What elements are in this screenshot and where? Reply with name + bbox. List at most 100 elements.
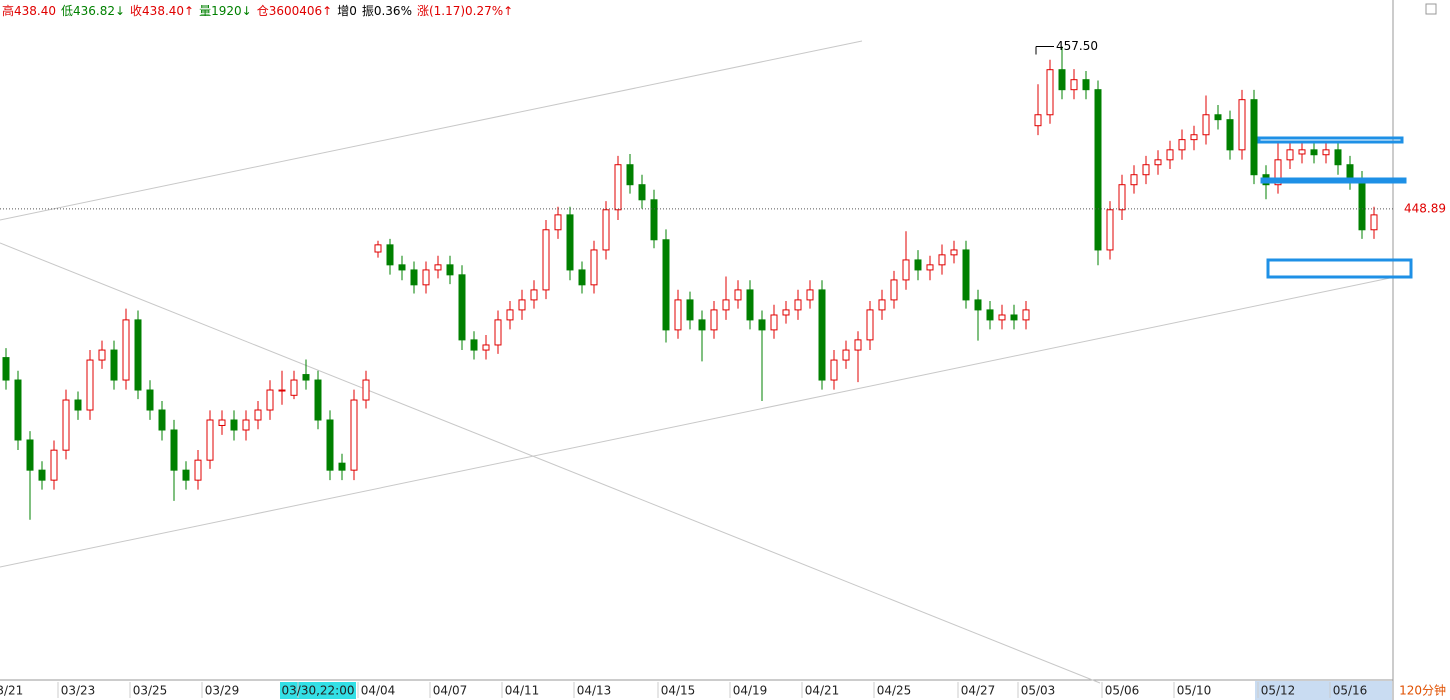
candle-body	[350, 399, 358, 471]
x-tick-label: 03/25	[133, 684, 168, 698]
x-tick-label: 03/23	[61, 684, 96, 698]
candle-body	[662, 239, 670, 331]
candle-body	[626, 164, 634, 186]
candle-body	[326, 419, 334, 471]
candle-body	[1058, 69, 1066, 91]
candle-body	[830, 359, 838, 381]
candle-body	[542, 229, 550, 291]
candle-body	[194, 459, 202, 481]
candle-body	[1226, 119, 1234, 151]
x-tick-label: 04/07	[433, 684, 468, 698]
candle-body	[1166, 149, 1174, 161]
candle-body	[146, 389, 154, 411]
candle-body	[914, 259, 922, 271]
last-price-label: 448.89	[1404, 201, 1446, 215]
window-button[interactable]	[1425, 3, 1437, 15]
x-tick-label: 04/11	[505, 684, 540, 698]
candle-body	[338, 462, 346, 471]
x-tick-label: 03/30,22:00	[282, 684, 355, 698]
candle-body	[1130, 174, 1138, 186]
x-tick-label: 03/29	[205, 684, 240, 698]
candles	[2, 46, 1378, 520]
candle-body	[1034, 114, 1042, 127]
candle-body	[314, 379, 322, 421]
candle-body	[206, 419, 214, 461]
header-item: 量1920↓	[199, 4, 252, 18]
candle-body	[230, 419, 238, 431]
cursor-label-bg	[280, 682, 356, 699]
candle-body	[302, 374, 310, 381]
candle-body	[1334, 149, 1342, 166]
selection-band	[1255, 681, 1392, 700]
candle-body	[950, 249, 958, 256]
candle-body	[1190, 134, 1198, 141]
header-item: 收438.40↑	[130, 4, 194, 18]
period-label: 120分钟	[1399, 683, 1446, 698]
candle-body	[758, 319, 766, 331]
candle-body	[1010, 314, 1018, 321]
candle-body	[374, 244, 382, 253]
candle-body	[254, 409, 262, 421]
header: 高438.40 低436.82↓ 收438.40↑ 量1920↓ 仓3600406↑ 增0…	[2, 3, 513, 18]
candle-body	[38, 469, 46, 481]
header-item: 低436.82↓	[61, 4, 125, 18]
x-tick-label: 04/25	[877, 684, 912, 698]
candle-body	[1070, 79, 1078, 91]
candle-body	[1082, 79, 1090, 91]
candle-body	[290, 379, 298, 396]
candle-body	[1046, 69, 1054, 116]
candle-body	[1106, 209, 1114, 251]
candle-body	[1298, 149, 1306, 155]
candle-body	[410, 269, 418, 286]
candle-body	[50, 449, 58, 481]
candle-body	[578, 269, 586, 286]
header-item: 振0.36%	[362, 4, 412, 18]
candle-body	[554, 214, 562, 231]
candle-body	[1250, 99, 1258, 176]
candle-body	[722, 299, 730, 311]
candle-body	[614, 164, 622, 211]
candle-body	[638, 184, 646, 201]
candle-body	[794, 299, 802, 311]
candle-body	[1238, 99, 1246, 151]
x-tick-label: 04/15	[661, 684, 696, 698]
candle-body	[590, 249, 598, 286]
x-tick-label: 04/19	[733, 684, 768, 698]
candle-body	[1322, 149, 1330, 156]
candle-body	[1022, 309, 1030, 321]
candle-body	[446, 264, 454, 276]
high-marker-label: 457.50	[1056, 39, 1098, 53]
candle-body	[770, 314, 778, 331]
candle-body	[458, 274, 466, 341]
candle-body	[1118, 184, 1126, 211]
candle-body	[686, 299, 694, 321]
x-tick-label: 04/21	[805, 684, 840, 698]
candle-body	[1286, 149, 1294, 161]
candle-body	[26, 439, 34, 471]
candle-body	[422, 269, 430, 286]
candle-body	[842, 349, 850, 361]
candle-body	[506, 309, 514, 321]
candle-body	[242, 419, 250, 431]
candle-body	[650, 199, 658, 241]
candle-body	[530, 289, 538, 301]
candle-body	[806, 289, 814, 301]
candle-body	[386, 244, 394, 266]
candle-body	[98, 349, 106, 361]
candle-body	[890, 279, 898, 301]
annotation-box	[1260, 177, 1407, 184]
candle-body	[878, 299, 886, 311]
candle-body	[1142, 164, 1150, 176]
candle-body	[182, 469, 190, 481]
header-item: 涨(1.17)0.27%↑	[417, 3, 513, 18]
candle-body	[1094, 89, 1102, 251]
candle-body	[746, 289, 754, 321]
candle-body	[674, 299, 682, 331]
x-tick-label: 05/10	[1177, 684, 1212, 698]
candle-body	[962, 249, 970, 301]
candle-body	[170, 429, 178, 471]
candle-body	[854, 339, 862, 351]
